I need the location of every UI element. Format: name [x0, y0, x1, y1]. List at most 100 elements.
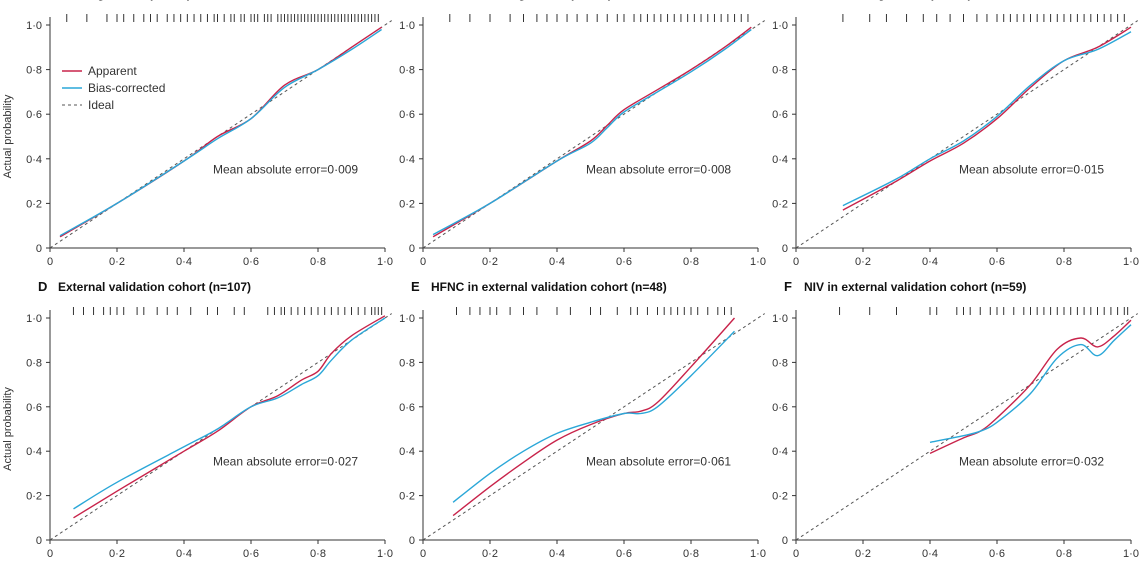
y-tick-label: 1·0: [399, 20, 415, 32]
panel-title-d: External validation cohort (n=107): [58, 280, 251, 294]
panel-letter-f: F: [784, 279, 792, 294]
x-tick-label: 0·4: [549, 256, 565, 268]
y-tick-label: 0: [409, 535, 415, 547]
y-tick-label: 0·2: [772, 491, 788, 503]
x-tick-label: 0·2: [109, 256, 125, 268]
y-tick-label: 0: [782, 243, 788, 255]
apparent-line: [73, 315, 386, 519]
bias-corrected-line: [59, 28, 382, 237]
y-axis-label: Actual probability: [2, 94, 14, 178]
legend: Apparent Bias-corrected Ideal: [62, 64, 165, 112]
mean-absolute-error-label: Mean absolute error=0·009: [213, 162, 358, 176]
x-tick-label: 0: [47, 256, 53, 268]
y-tick-label: 0: [36, 535, 42, 547]
bias-corrected-line: [73, 317, 386, 510]
apparent-line: [452, 317, 736, 517]
x-tick-label: 0·8: [310, 548, 326, 560]
bias-corrected-line: [929, 324, 1132, 443]
y-tick-label: 0·2: [26, 198, 42, 210]
apparent-line: [432, 26, 752, 238]
ideal-line: [795, 20, 1138, 249]
panel-e: E HFNC in external validation cohort (n=4…: [399, 279, 766, 560]
panel-f: F NIV in external validation cohort (n=59…: [772, 279, 1139, 560]
y-tick-label: 1·0: [26, 20, 42, 32]
x-tick-label: 0·8: [683, 256, 699, 268]
x-tick-label: 0·6: [989, 256, 1005, 268]
panel-title-b: HFNC in training cohort (n=360): [431, 0, 612, 1]
mean-absolute-error-label: Mean absolute error=0·015: [959, 162, 1104, 176]
panel-c: C NIV in training cohort (n=292) 0 0·2 0·4 0·…: [772, 0, 1139, 268]
x-tick-label: 1·0: [377, 548, 393, 560]
panel-d: D External validation cohort (n=107) 0 0·2 0…: [2, 279, 393, 560]
x-tick-label: 0·8: [1056, 256, 1072, 268]
y-tick-label: 1·0: [772, 20, 788, 32]
mean-absolute-error-label: Mean absolute error=0·027: [213, 455, 358, 469]
x-tick-label: 0·4: [176, 256, 192, 268]
y-tick-label: 0·8: [399, 357, 415, 369]
panel-title-a: Training cohort (n=652): [58, 0, 191, 1]
y-axis-label: Actual probability: [2, 387, 14, 471]
y-tick-label: 0·4: [26, 446, 42, 458]
mean-absolute-error-label: Mean absolute error=0·032: [959, 455, 1104, 469]
x-tick-label: 0·8: [1056, 548, 1072, 560]
apparent-line: [842, 26, 1132, 211]
mean-absolute-error-label: Mean absolute error=0·008: [586, 162, 731, 176]
panel-letter-c: C: [784, 0, 794, 1]
ideal-line: [422, 313, 765, 541]
y-tick-label: 0·4: [772, 154, 788, 166]
x-tick-label: 1·0: [750, 256, 766, 268]
bias-corrected-line: [842, 31, 1132, 207]
y-tick-label: 1·0: [772, 313, 788, 325]
panel-letter-d: D: [38, 279, 47, 294]
y-tick-label: 0·6: [26, 109, 42, 121]
y-tick-label: 0·8: [772, 65, 788, 77]
apparent-line: [929, 319, 1132, 455]
x-tick-label: 1·0: [1123, 548, 1139, 560]
x-tick-label: 0·2: [482, 548, 498, 560]
legend-apparent-label: Apparent: [88, 64, 137, 78]
x-tick-label: 1·0: [1123, 256, 1139, 268]
x-tick-label: 0·6: [616, 548, 632, 560]
ideal-line: [795, 313, 1138, 541]
x-tick-label: 0: [420, 256, 426, 268]
x-tick-label: 0·6: [616, 256, 632, 268]
y-tick-label: 0: [409, 243, 415, 255]
bias-corrected-line: [432, 28, 752, 236]
x-tick-label: 0: [47, 548, 53, 560]
y-tick-label: 0·4: [399, 154, 415, 166]
x-tick-label: 0·2: [855, 548, 871, 560]
y-tick-label: 0·6: [772, 109, 788, 121]
y-tick-label: 0·6: [399, 109, 415, 121]
y-tick-label: 0·4: [399, 446, 415, 458]
y-tick-label: 0·6: [772, 402, 788, 414]
x-tick-label: 0·6: [243, 548, 259, 560]
panel-title-e: HFNC in external validation cohort (n=48…: [431, 280, 667, 294]
y-tick-label: 0·2: [399, 198, 415, 210]
y-tick-label: 0·8: [26, 65, 42, 77]
x-tick-label: 0·4: [176, 548, 192, 560]
panel-letter-e: E: [411, 279, 420, 294]
panel-letter-a: A: [38, 0, 48, 1]
x-tick-label: 0·6: [989, 548, 1005, 560]
x-tick-label: 0·2: [109, 548, 125, 560]
y-tick-label: 0·6: [399, 402, 415, 414]
panel-b: B HFNC in training cohort (n=360) 0 0·2 0·4 0…: [399, 0, 766, 268]
x-tick-label: 0: [793, 256, 799, 268]
x-tick-label: 1·0: [750, 548, 766, 560]
x-tick-label: 0·8: [683, 548, 699, 560]
y-tick-label: 0·8: [399, 65, 415, 77]
apparent-line: [59, 26, 382, 238]
x-tick-label: 0·6: [243, 256, 259, 268]
panel-a: A Training cohort (n=652) 0 0·2 0·4 0·6 0·8 1·0…: [2, 0, 393, 268]
x-tick-label: 0·2: [482, 256, 498, 268]
y-tick-label: 0: [782, 535, 788, 547]
y-tick-label: 1·0: [26, 313, 42, 325]
x-tick-label: 0: [793, 548, 799, 560]
y-tick-label: 0·8: [26, 357, 42, 369]
panel-title-f: NIV in external validation cohort (n=59): [804, 280, 1026, 294]
y-tick-label: 1·0: [399, 313, 415, 325]
y-tick-label: 0: [36, 243, 42, 255]
x-tick-label: 0·2: [855, 256, 871, 268]
y-tick-label: 0·4: [772, 446, 788, 458]
